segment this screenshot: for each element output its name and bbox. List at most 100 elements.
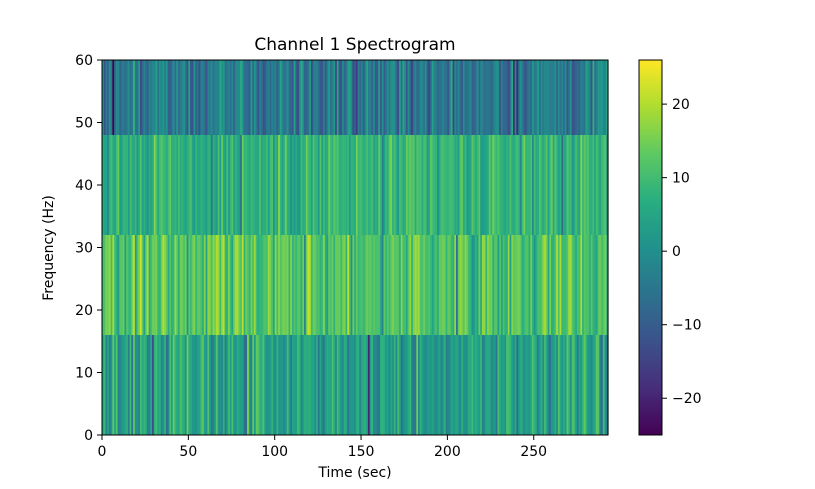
spectrogram-cell: [222, 60, 226, 135]
spectrogram-cell: [500, 135, 504, 235]
spectrogram-cell: [234, 235, 238, 335]
spectrogram-cell: [393, 135, 397, 235]
spectrogram-cell: [103, 135, 107, 235]
spectrogram-cell: [557, 135, 561, 235]
spectrogram-cell: [340, 235, 343, 335]
spectrogram-cell: [487, 60, 490, 135]
spectrogram-cell: [210, 235, 214, 335]
spectrogram-cell: [559, 135, 562, 235]
spectrogram-cell: [464, 335, 467, 435]
spectrogram-cell: [335, 335, 338, 435]
spectrogram-cell: [181, 135, 184, 235]
spectrogram-cell: [307, 335, 310, 435]
spectrogram-cell: [456, 335, 459, 435]
spectrogram-cell: [312, 135, 316, 235]
x-tick-label: 50: [179, 444, 197, 460]
spectrogram-cell: [335, 60, 338, 135]
spectrogram-cell: [361, 60, 364, 135]
spectrogram-cell: [167, 335, 170, 435]
spectrogram-cell: [538, 60, 542, 135]
spectrogram-cell: [575, 135, 578, 235]
spectrogram-cell: [191, 335, 195, 435]
spectrogram-cell: [129, 235, 132, 335]
spectrogram-cell: [513, 235, 516, 335]
spectrogram-cell: [226, 235, 229, 335]
spectrogram-cell: [393, 335, 397, 435]
spectrogram-cell: [195, 60, 198, 135]
spectrogram-cell: [549, 60, 552, 135]
spectrogram-cell: [348, 235, 352, 335]
spectrogram-cell: [343, 60, 347, 135]
spectrogram-cell: [283, 335, 286, 435]
spectrogram-cell: [283, 135, 286, 235]
spectrogram-cell: [102, 135, 105, 235]
spectrogram-cell: [355, 135, 359, 235]
spectrogram-cell: [174, 135, 177, 235]
spectrogram-cell: [345, 335, 348, 435]
spectrogram-cell: [288, 335, 291, 435]
spectrogram-cell: [326, 60, 329, 135]
spectrogram-cell: [554, 135, 557, 235]
spectrogram-cell: [597, 335, 600, 435]
spectrogram-cell: [587, 235, 590, 335]
spectrogram-cell: [179, 135, 183, 235]
spectrogram-cell: [202, 135, 205, 235]
spectrogram-cell: [416, 135, 419, 235]
spectrogram-cell: [485, 335, 488, 435]
spectrogram-cell: [286, 335, 290, 435]
spectrogram-cell: [115, 60, 119, 135]
spectrogram-cell: [533, 235, 537, 335]
spectrogram-cell: [114, 235, 117, 335]
spectrogram-cell: [257, 335, 260, 435]
spectrogram-cell: [333, 60, 336, 135]
spectrogram-cell: [245, 60, 248, 135]
spectrogram-cell: [552, 60, 556, 135]
spectrogram-cell: [557, 235, 561, 335]
spectrogram-cell: [177, 135, 181, 235]
spectrogram-cell: [243, 335, 246, 435]
spectrogram-cell: [601, 235, 604, 335]
spectrogram-cell: [507, 235, 511, 335]
spectrogram-cell: [490, 60, 493, 135]
spectrogram-cell: [530, 335, 533, 435]
spectrogram-cell: [516, 60, 519, 135]
spectrogram-cell: [255, 135, 259, 235]
spectrogram-cell: [279, 235, 283, 335]
spectrogram-cell: [400, 60, 404, 135]
spectrogram-cell: [390, 60, 393, 135]
spectrogram-cell: [551, 60, 554, 135]
spectrogram-cell: [468, 60, 471, 135]
spectrogram-cell: [456, 235, 459, 335]
spectrogram-cell: [229, 335, 233, 435]
spectrogram-cell: [186, 135, 189, 235]
spectrogram-cell: [181, 235, 184, 335]
spectrogram-cell: [378, 235, 381, 335]
spectrogram-cell: [385, 60, 388, 135]
spectrogram-cell: [564, 235, 568, 335]
spectrogram-cell: [433, 135, 436, 235]
spectrogram-cell: [357, 60, 360, 135]
spectrogram-cell: [452, 135, 455, 235]
spectrogram-cell: [585, 135, 588, 235]
spectrogram-cell: [193, 235, 196, 335]
spectrogram-cell: [222, 135, 226, 235]
spectrogram-cell: [528, 335, 531, 435]
spectrogram-cell: [532, 235, 535, 335]
spectrogram-cell: [302, 235, 305, 335]
spectrogram-cell: [279, 335, 283, 435]
spectrogram-cell: [278, 60, 281, 135]
spectrogram-cell: [110, 335, 113, 435]
spectrogram-cell: [388, 235, 392, 335]
spectrogram-cell: [361, 135, 364, 235]
spectrogram-cell: [571, 60, 575, 135]
spectrogram-cell: [585, 235, 588, 335]
spectrogram-cell: [426, 60, 429, 135]
spectrogram-cell: [359, 60, 362, 135]
spectrogram-cell: [285, 235, 288, 335]
spectrogram-cell: [134, 235, 138, 335]
spectrogram-cell: [507, 135, 511, 235]
spectrogram-cell: [300, 235, 303, 335]
spectrogram-cell: [416, 60, 419, 135]
spectrogram-cell: [428, 335, 431, 435]
spectrogram-cell: [343, 335, 347, 435]
